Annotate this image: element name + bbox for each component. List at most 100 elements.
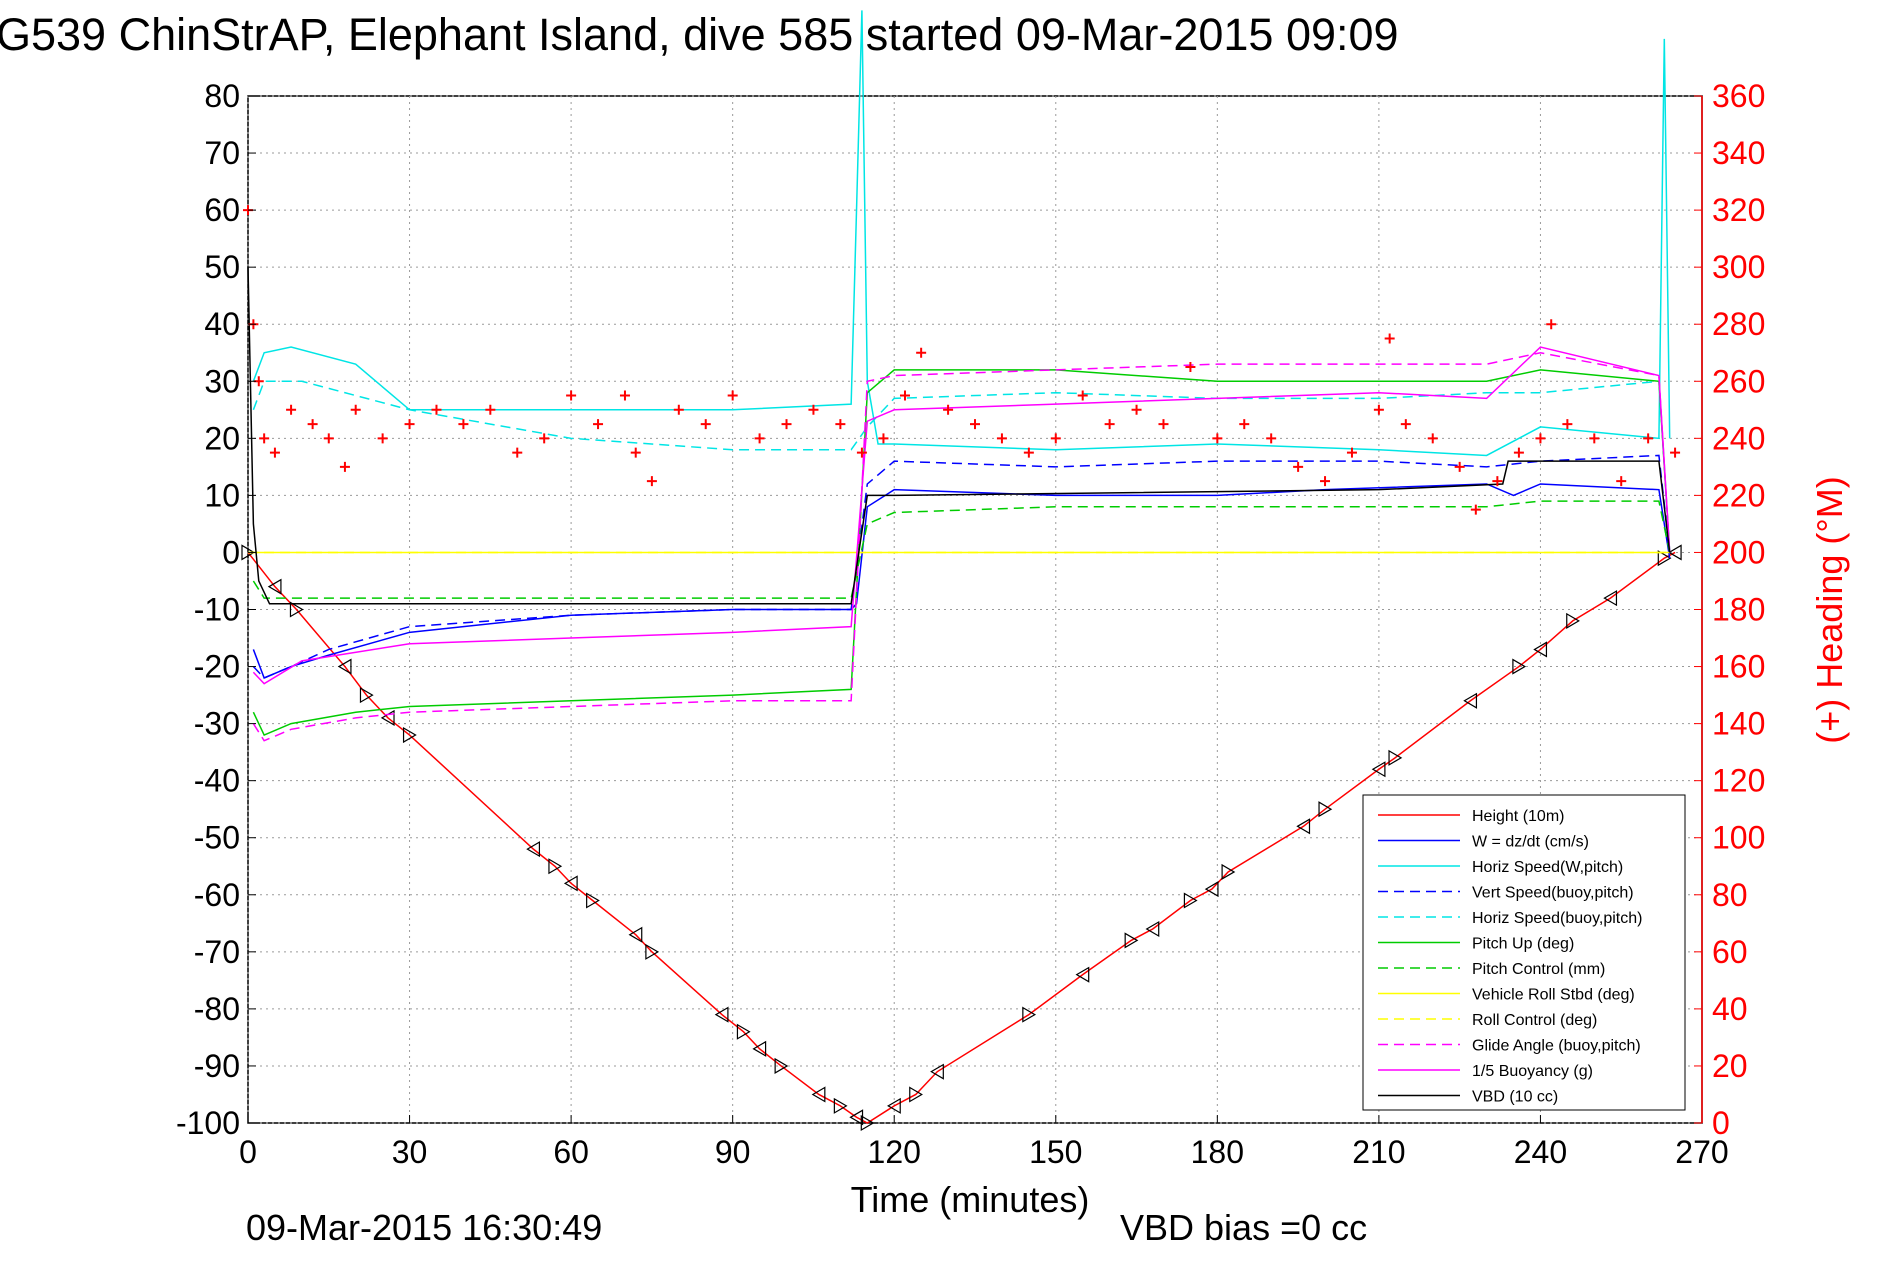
- heading-point: [1373, 404, 1384, 415]
- height-marker: [736, 1023, 751, 1040]
- heading-point: [1050, 433, 1061, 444]
- height-marker: [714, 1006, 729, 1023]
- left-tick-label: -90: [194, 1048, 240, 1084]
- left-tick-label: 70: [204, 135, 240, 171]
- grid-lines: [247, 95, 1703, 1124]
- heading-point: [1400, 419, 1411, 430]
- heading-point: [916, 347, 927, 358]
- height-marker: [1371, 761, 1386, 778]
- series-w-dz-dt-cm-s: [252, 483, 1671, 679]
- right-tick-label: 300: [1712, 249, 1765, 285]
- height-marker: [1657, 550, 1672, 567]
- height-marker: [563, 875, 578, 892]
- right-tick-label: 20: [1712, 1048, 1748, 1084]
- heading-point: [1077, 390, 1088, 401]
- height-marker: [359, 687, 374, 704]
- x-ticks: 0 30 60 90 120 150 180 210 240 270: [239, 1115, 1729, 1170]
- left-tick-label: -40: [194, 763, 240, 799]
- left-tick-label: -100: [176, 1105, 240, 1141]
- heading-point: [878, 433, 889, 444]
- heading-point: [646, 476, 657, 487]
- x-tick-label: 270: [1675, 1134, 1728, 1170]
- heading-point: [1320, 476, 1331, 487]
- right-tick-label: 320: [1712, 192, 1765, 228]
- heading-point: [1589, 433, 1600, 444]
- heading-point: [1616, 476, 1627, 487]
- x-tick-label: 240: [1514, 1134, 1567, 1170]
- height-marker: [930, 1063, 944, 1080]
- heading-point: [1454, 461, 1465, 472]
- heading-point: [943, 404, 954, 415]
- heading-point: [269, 447, 280, 458]
- x-tick-label: 210: [1352, 1134, 1405, 1170]
- heading-point: [1293, 461, 1304, 472]
- right-tick-label: 60: [1712, 934, 1748, 970]
- left-tick-label: 80: [204, 78, 240, 114]
- height-marker: [628, 926, 643, 943]
- heading-point: [404, 419, 415, 430]
- heading-point: [1185, 362, 1196, 373]
- height-marker: [909, 1086, 923, 1103]
- legend-label: Roll Control (deg): [1472, 1012, 1597, 1029]
- legend-label: W = dz/dt (cm/s): [1472, 834, 1589, 851]
- series-vert-speed-buoy-pitch: [252, 454, 1671, 679]
- height-marker: [586, 892, 600, 909]
- right-axis-label: (+) Heading (°M): [1809, 476, 1850, 743]
- series-vbd-10-cc: [247, 267, 1671, 605]
- height-marker: [1603, 590, 1618, 607]
- heading-point: [377, 433, 388, 444]
- heading-point: [1239, 419, 1250, 430]
- series-1-5-buoyancy-g: [252, 346, 1671, 685]
- heading-point: [781, 419, 792, 430]
- heading-point: [673, 404, 684, 415]
- left-tick-label: 20: [204, 420, 240, 456]
- heading-point: [259, 433, 270, 444]
- height-marker: [860, 1114, 875, 1132]
- heading-point: [307, 419, 318, 430]
- heading-point: [1023, 447, 1034, 458]
- heading-point: [1104, 419, 1115, 430]
- heading-point: [619, 390, 630, 401]
- heading-point: [1346, 447, 1357, 458]
- x-tick-label: 150: [1029, 1134, 1082, 1170]
- heading-point: [1131, 404, 1142, 415]
- left-tick-label: -30: [194, 706, 240, 742]
- heading-point: [1670, 447, 1681, 458]
- left-tick-label: -60: [194, 877, 240, 913]
- heading-point: [512, 447, 523, 458]
- height-marker: [1296, 818, 1311, 835]
- height-marker: [1463, 692, 1478, 709]
- height-marker: [526, 841, 541, 858]
- footer-vbd-bias: VBD bias =0 cc: [1120, 1207, 1367, 1248]
- heading-point: [1492, 476, 1503, 487]
- heading-point: [431, 404, 442, 415]
- heading-point: [970, 419, 980, 430]
- series-layer: [241, 10, 1682, 1132]
- heading-point: [458, 419, 469, 430]
- left-tick-label: -70: [194, 934, 240, 970]
- right-tick-label: 220: [1712, 477, 1765, 513]
- left-tick-label: 40: [204, 306, 240, 342]
- chart-title: G539 ChinStrAP, Elephant Island, dive 58…: [0, 9, 1399, 60]
- footer-timestamp: 09-Mar-2015 16:30:49: [246, 1207, 602, 1248]
- legend-label: Horiz Speed(W,pitch): [1472, 859, 1623, 876]
- left-tick-label: -20: [194, 649, 240, 685]
- heading-point: [808, 404, 819, 415]
- right-tick-label: 100: [1712, 820, 1765, 856]
- heading-point: [727, 390, 738, 401]
- legend-label: Pitch Up (deg): [1472, 936, 1574, 953]
- height-marker: [1145, 920, 1160, 938]
- height-marker: [1204, 881, 1219, 898]
- series-heading: [243, 205, 1681, 515]
- heading-point: [350, 404, 361, 415]
- x-tick-label: 30: [392, 1134, 428, 1170]
- left-tick-label: 50: [204, 249, 240, 285]
- right-tick-label: 0: [1712, 1105, 1730, 1141]
- heading-point: [286, 404, 297, 415]
- height-marker: [1667, 544, 1682, 561]
- heading-point: [339, 461, 350, 472]
- heading-point: [1470, 504, 1481, 515]
- left-tick-label: 0: [222, 534, 240, 570]
- heading-point: [1643, 433, 1654, 444]
